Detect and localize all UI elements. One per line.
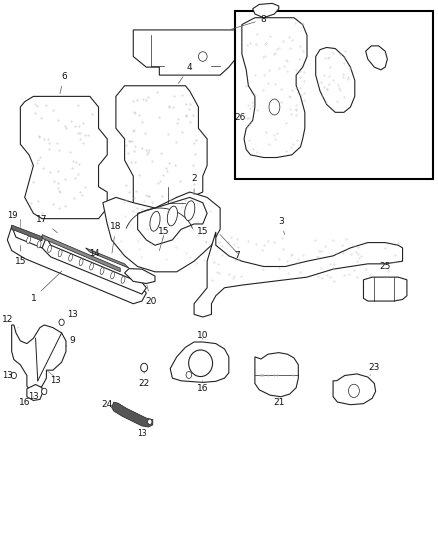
- Text: 13: 13: [28, 392, 39, 401]
- Polygon shape: [194, 232, 403, 317]
- Text: 26: 26: [234, 109, 251, 122]
- Text: 10: 10: [197, 331, 208, 340]
- Text: 25: 25: [379, 262, 391, 277]
- Text: 8: 8: [232, 15, 266, 29]
- Text: 7: 7: [235, 252, 240, 260]
- Polygon shape: [255, 353, 298, 397]
- Ellipse shape: [141, 364, 148, 372]
- Ellipse shape: [27, 236, 31, 244]
- Text: 22: 22: [138, 372, 150, 388]
- Text: 16: 16: [19, 397, 33, 407]
- Text: 17: 17: [36, 215, 57, 233]
- Polygon shape: [42, 237, 146, 294]
- Text: 18: 18: [110, 222, 122, 253]
- Polygon shape: [253, 3, 279, 18]
- Text: 16: 16: [197, 381, 208, 393]
- Text: 19: 19: [7, 212, 18, 221]
- Polygon shape: [170, 342, 229, 382]
- Ellipse shape: [59, 319, 64, 326]
- Ellipse shape: [69, 254, 73, 261]
- Polygon shape: [133, 30, 237, 75]
- Polygon shape: [116, 86, 207, 224]
- Text: 13: 13: [137, 429, 147, 438]
- Text: 13: 13: [67, 310, 78, 319]
- Polygon shape: [364, 277, 407, 301]
- Ellipse shape: [121, 276, 125, 284]
- Ellipse shape: [198, 52, 207, 61]
- Polygon shape: [12, 325, 66, 391]
- Polygon shape: [103, 192, 220, 272]
- Text: 2: 2: [191, 174, 197, 195]
- Text: 9: 9: [66, 336, 75, 346]
- Bar: [235, 11, 433, 179]
- Polygon shape: [333, 374, 376, 405]
- Text: 15: 15: [14, 245, 26, 265]
- Text: 21: 21: [273, 398, 284, 407]
- Text: 1: 1: [31, 271, 62, 303]
- Ellipse shape: [189, 350, 212, 376]
- Text: 24: 24: [102, 400, 120, 409]
- Ellipse shape: [349, 384, 359, 398]
- Text: 12: 12: [2, 315, 18, 328]
- Polygon shape: [20, 96, 107, 219]
- Polygon shape: [112, 402, 153, 427]
- Ellipse shape: [186, 372, 192, 378]
- Polygon shape: [138, 197, 207, 245]
- Text: 20: 20: [145, 285, 156, 305]
- Ellipse shape: [185, 201, 195, 221]
- Polygon shape: [85, 248, 129, 268]
- Ellipse shape: [79, 259, 83, 265]
- Polygon shape: [7, 227, 146, 304]
- Text: 6: 6: [60, 71, 67, 94]
- Polygon shape: [242, 18, 307, 158]
- Polygon shape: [124, 269, 155, 284]
- Ellipse shape: [11, 372, 17, 378]
- Text: 3: 3: [278, 217, 285, 235]
- Ellipse shape: [58, 249, 62, 257]
- Ellipse shape: [37, 241, 41, 248]
- Ellipse shape: [90, 263, 93, 270]
- Ellipse shape: [100, 268, 104, 274]
- Polygon shape: [27, 384, 42, 400]
- Polygon shape: [366, 46, 387, 70]
- Text: 13: 13: [50, 376, 60, 385]
- Ellipse shape: [48, 245, 52, 252]
- Ellipse shape: [167, 206, 177, 226]
- Ellipse shape: [148, 419, 152, 424]
- Text: 4: 4: [178, 63, 193, 84]
- Ellipse shape: [42, 388, 47, 394]
- Text: 13: 13: [2, 371, 13, 380]
- Polygon shape: [316, 47, 355, 112]
- Ellipse shape: [111, 272, 114, 279]
- Polygon shape: [42, 235, 120, 272]
- Ellipse shape: [269, 99, 280, 115]
- Text: 15: 15: [158, 228, 170, 237]
- Text: 15: 15: [197, 228, 208, 243]
- Text: 23: 23: [369, 363, 380, 375]
- Ellipse shape: [150, 212, 160, 231]
- Text: 14: 14: [89, 249, 99, 259]
- Polygon shape: [12, 225, 42, 241]
